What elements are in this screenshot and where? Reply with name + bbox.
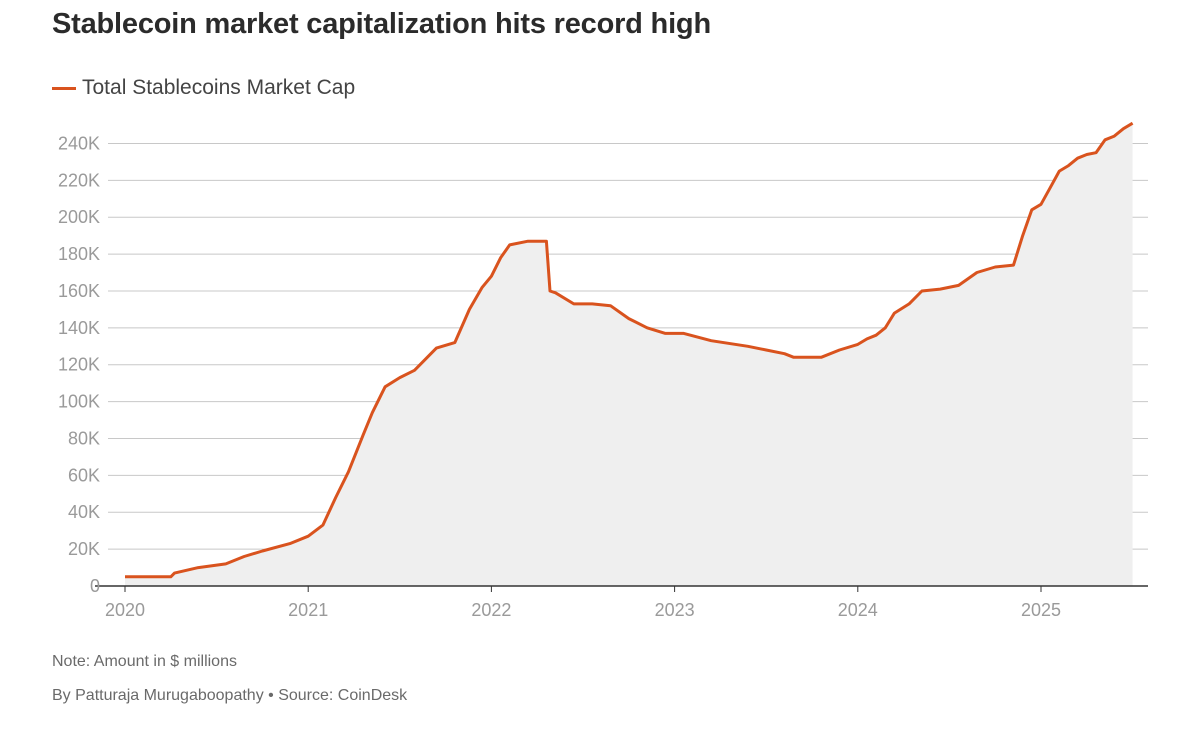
chart-title: Stablecoin market capitalization hits re…: [52, 8, 711, 40]
y-tick-label: 200K: [58, 207, 100, 227]
y-tick-label: 120K: [58, 355, 100, 375]
x-tick-label: 2024: [838, 600, 878, 620]
legend-swatch: [52, 87, 76, 90]
x-tick-label: 2025: [1021, 600, 1061, 620]
y-tick-label: 180K: [58, 244, 100, 264]
source-credit: Source: CoinDesk: [278, 687, 408, 704]
legend: Total Stablecoins Market Cap: [52, 76, 355, 100]
x-tick-label: 2020: [105, 600, 145, 620]
series-area-fill: [125, 123, 1133, 586]
x-tick-label: 2021: [288, 600, 328, 620]
series-line: [125, 121, 1134, 579]
y-tick-label: 20K: [68, 539, 100, 559]
y-tick-label: 140K: [58, 318, 100, 338]
credit-line: By Patturaja Murugaboopathy • Source: Co…: [52, 687, 407, 705]
y-tick-label: 220K: [58, 170, 100, 190]
y-tick-label: 80K: [68, 428, 100, 448]
x-tick-label: 2022: [471, 600, 511, 620]
y-tick-label: 240K: [58, 133, 100, 153]
y-tick-label: 60K: [68, 465, 100, 485]
x-axis-ticks: 2020 2021 2022 2023 2024 2025: [105, 586, 1061, 620]
y-tick-label: 40K: [68, 502, 100, 522]
y-axis-ticks: 0 20K 40K 60K 80K 100K 120K 140K 160K 180K 200K 220…: [58, 133, 100, 596]
author-credit: By Patturaja Murugaboopathy: [52, 687, 264, 704]
y-tick-label: 0: [90, 576, 100, 596]
y-tick-label: 160K: [58, 281, 100, 301]
legend-label: Total Stablecoins Market Cap: [82, 76, 356, 99]
y-tick-label: 100K: [58, 392, 100, 412]
note-text: Note: Amount in $ millions: [52, 653, 237, 670]
credit-separator: •: [268, 687, 274, 704]
x-tick-label: 2023: [655, 600, 695, 620]
